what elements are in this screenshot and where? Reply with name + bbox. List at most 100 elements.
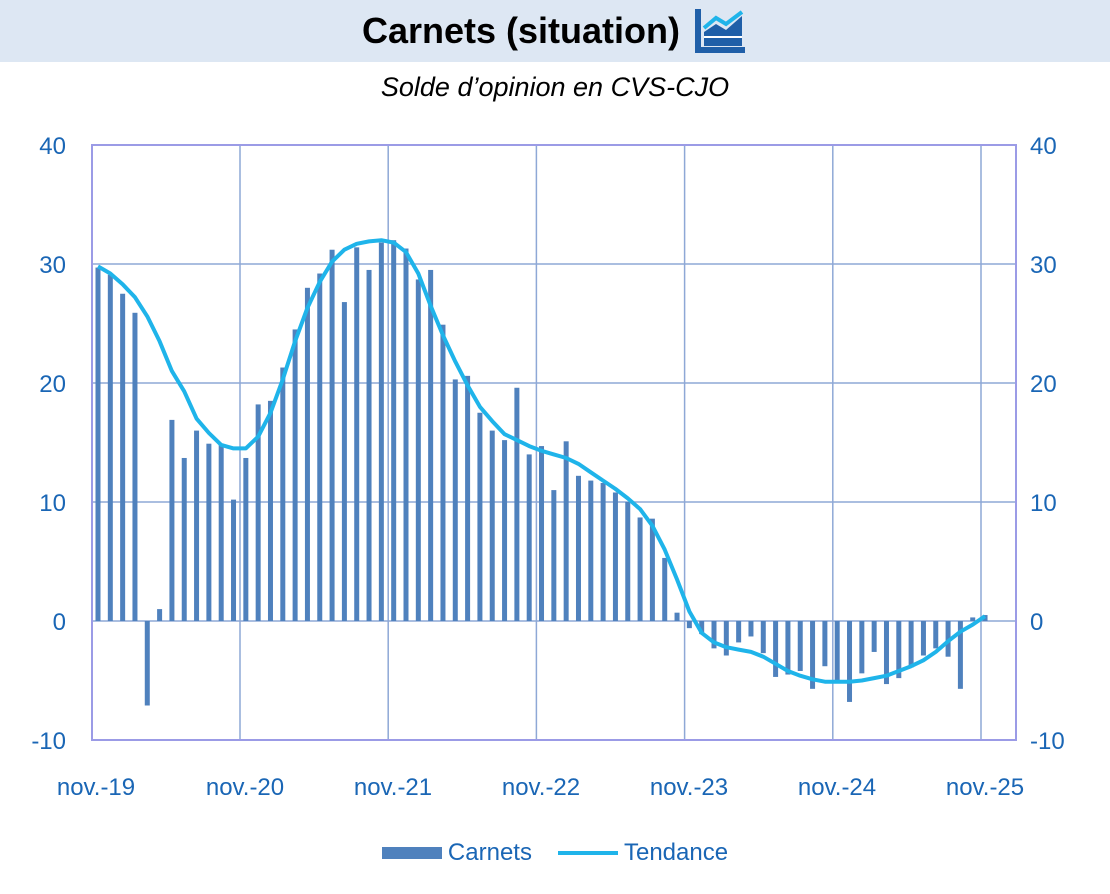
y-tick-label-left: 20 [39,371,66,398]
grid-lines [92,144,1016,741]
bar-carnets [625,502,631,621]
bar-carnets [489,430,495,621]
bar-carnets [341,302,347,621]
bar-carnets [132,312,138,621]
bar-carnets [267,400,273,621]
bar-carnets [957,621,963,689]
bar-carnets [551,490,557,621]
bar-carnets [95,267,101,621]
bar-carnets [563,441,569,621]
bar-carnets [723,621,729,656]
bar-carnets [157,609,163,621]
bar-carnets [834,621,840,682]
bar-carnets [748,621,754,637]
bar-carnets [847,621,853,702]
bar-carnets [859,621,865,674]
bar-carnets [662,557,668,621]
chart-icon [695,9,746,53]
bar-carnets [354,247,360,621]
bar-carnets [674,612,680,621]
x-tick-label: nov.-25 [946,774,1024,801]
tendance-line-layer [97,238,987,684]
y-tick-label-left: 40 [39,133,66,160]
x-tick-label: nov.-23 [650,774,728,801]
legend-item-tendance: Tendance [557,839,729,867]
legend-label-tendance: Tendance [623,839,729,866]
plot-border [91,144,1017,741]
legend-item-carnets: Carnets [381,839,532,867]
bar-carnets [785,621,791,675]
bar-carnets [588,480,594,621]
bar-carnets [871,621,877,652]
y-tick-label-right: 0 [1030,609,1043,636]
bar-carnets [317,273,323,621]
bar-carnets [440,324,446,621]
x-tick-label: nov.-21 [354,774,432,801]
chart-subtitle: Solde d’opinion en CVS-CJO [380,72,730,102]
bar-carnets [231,499,237,621]
y-tick-label-right: 10 [1030,490,1057,517]
x-tick-label: nov.-20 [206,774,284,801]
y-tick-label-right: 40 [1030,133,1057,160]
bar-carnets [539,446,545,621]
x-tick-label: nov.-22 [502,774,580,801]
bar-carnets [465,375,471,621]
bar-carnets [760,621,766,654]
bar-carnets [378,242,384,621]
bar-carnets [883,621,889,685]
bar-carnets [600,482,606,621]
legend: Carnets Tendance [0,836,1110,870]
bar-carnets [649,518,655,621]
legend-label-carnets: Carnets [447,839,532,866]
bar-carnets [575,475,581,621]
bar-carnets [637,517,643,621]
line-tendance [97,238,987,684]
y-tick-label-left: 10 [39,490,66,517]
bar-carnets [514,387,520,621]
title-bar: Carnets (situation) [0,0,1110,62]
y-tick-label-right: 30 [1030,252,1057,279]
bar-carnets [686,621,692,629]
bar-carnets [699,621,705,635]
bar-carnets [255,404,261,621]
bar-carnets [933,621,939,649]
y-tick-labels-right: -10 0 10 20 30 40 [1030,133,1065,755]
bar-carnets [822,621,828,667]
bar-carnets [908,621,914,668]
y-tick-label-left: -10 [31,728,66,755]
bar-carnets [896,621,902,679]
bar-carnets [920,621,926,656]
x-tick-label: nov.-19 [57,774,135,801]
carnets-bars [95,240,988,706]
bar-carnets [304,287,310,621]
bar-carnets [773,621,779,677]
bar-carnets [810,621,816,689]
bar-carnets [169,419,175,621]
bar-carnets [218,443,224,621]
y-tick-label-right: -10 [1030,728,1065,755]
bar-carnets [502,440,508,621]
bar-carnets [428,269,434,621]
bar-carnets [120,293,126,621]
chart-title: Carnets (situation) [361,10,681,51]
bar-carnets [477,412,483,621]
bar-carnets [970,617,976,621]
y-tick-label-right: 20 [1030,371,1057,398]
x-tick-labels: nov.-19 nov.-20 nov.-21 nov.-22 nov.-23 nov.-… [57,774,1024,801]
plot-frame [91,144,1017,741]
bar-carnets [366,269,372,621]
y-tick-label-left: 30 [39,252,66,279]
legend-line-swatch [557,851,618,855]
bar-carnets [403,248,409,621]
bar-carnets [415,279,421,621]
bar-carnets [280,367,286,621]
bar-carnets [144,621,150,706]
legend-bar-swatch [381,847,442,859]
bar-carnets [107,274,113,621]
bar-carnets [194,430,200,621]
bar-carnets [612,492,618,621]
bar-carnets [206,443,212,621]
bar-carnets [243,457,249,621]
y-tick-labels-left: -10 0 10 20 30 40 [31,133,66,755]
bar-carnets [797,621,803,671]
